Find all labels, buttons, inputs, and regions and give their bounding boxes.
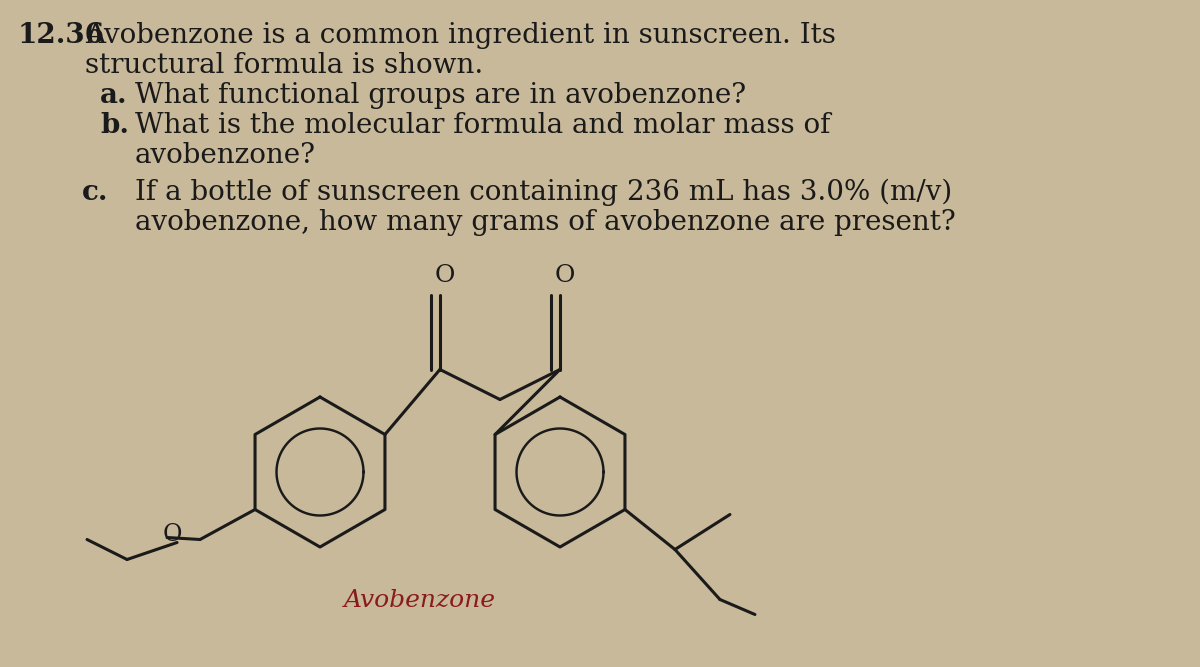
Text: O: O [162, 523, 181, 546]
Text: What is the molecular formula and molar mass of: What is the molecular formula and molar … [134, 112, 830, 139]
Text: 12.36: 12.36 [18, 22, 106, 49]
Text: Avobenzone is a common ingredient in sunscreen. Its: Avobenzone is a common ingredient in sun… [85, 22, 836, 49]
Text: structural formula is shown.: structural formula is shown. [85, 52, 484, 79]
Text: b.: b. [100, 112, 130, 139]
Text: What functional groups are in avobenzone?: What functional groups are in avobenzone… [134, 82, 746, 109]
Text: If a bottle of sunscreen containing 236 mL has 3.0% (m/v): If a bottle of sunscreen containing 236 … [134, 179, 953, 206]
Text: avobenzone, how many grams of avobenzone are present?: avobenzone, how many grams of avobenzone… [134, 209, 955, 236]
Text: a.: a. [100, 82, 127, 109]
Text: Avobenzone: Avobenzone [344, 589, 496, 612]
Text: c.: c. [82, 179, 108, 206]
Text: avobenzone?: avobenzone? [134, 142, 316, 169]
Text: O: O [434, 263, 455, 287]
Text: O: O [554, 263, 575, 287]
